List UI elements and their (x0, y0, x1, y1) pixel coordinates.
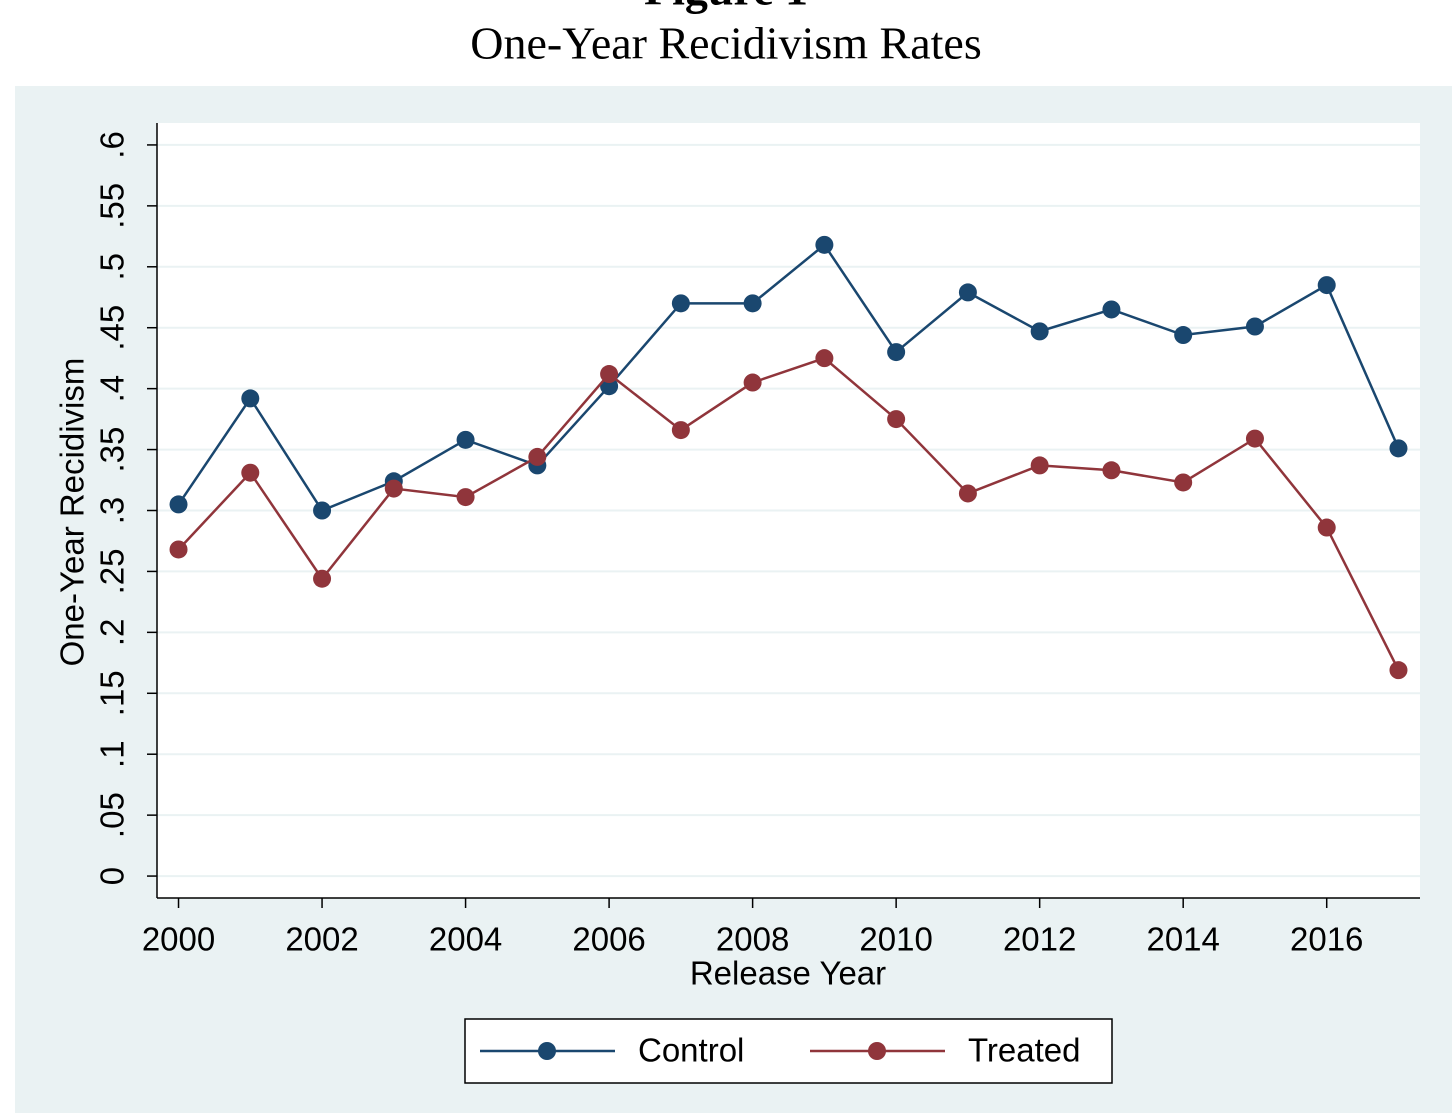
point (313, 501, 332, 520)
x-tick-label: 2008 (716, 921, 789, 958)
point (743, 294, 762, 313)
x-tick-label: 2004 (429, 921, 502, 958)
y-tick-label: 0 (94, 867, 131, 885)
y-tick-label: .1 (94, 740, 131, 768)
y-tick-label: .3 (94, 497, 131, 525)
point (1317, 276, 1336, 295)
point (384, 479, 403, 498)
x-tick-label: 2000 (142, 921, 215, 958)
point (169, 540, 188, 559)
x-tick-label: 2002 (285, 921, 358, 958)
point (1030, 322, 1049, 341)
point (1174, 473, 1193, 492)
point (241, 389, 260, 408)
y-tick-label: .6 (94, 131, 131, 159)
point (887, 343, 906, 362)
point (1389, 439, 1408, 458)
point (1245, 317, 1264, 336)
point (1102, 461, 1121, 480)
x-tick-label: 2006 (572, 921, 645, 958)
point (958, 484, 977, 503)
x-tick-label: 2012 (1003, 921, 1076, 958)
y-tick-label: .2 (94, 619, 131, 647)
point (958, 283, 977, 302)
point (1174, 326, 1193, 345)
point (456, 430, 475, 449)
point (815, 349, 834, 368)
point (169, 495, 188, 514)
legend-label: Treated (968, 1032, 1081, 1069)
y-tick-label: .15 (94, 670, 131, 716)
point (456, 488, 475, 507)
point (743, 373, 762, 392)
legend-marker (538, 1042, 556, 1060)
series-line (177, 243, 1400, 513)
point (1317, 518, 1336, 537)
point (671, 294, 690, 313)
y-tick-label: .4 (94, 375, 131, 403)
series-line (177, 356, 1400, 671)
point (887, 410, 906, 429)
point (528, 447, 547, 466)
y-tick-label: .05 (94, 792, 131, 838)
x-tick-label: 2016 (1290, 921, 1363, 958)
y-tick-label: .25 (94, 548, 131, 594)
chart-title: Figure 1 (644, 0, 808, 15)
y-tick-label: .5 (94, 253, 131, 281)
point (313, 569, 332, 588)
x-tick-label: 2010 (859, 921, 932, 958)
point (1102, 300, 1121, 319)
x-tick-label: 2014 (1146, 921, 1219, 958)
point (671, 421, 690, 440)
point (1030, 456, 1049, 475)
point (600, 365, 619, 384)
x-axis-title: Release Year (690, 955, 886, 992)
point (241, 463, 260, 482)
point (815, 235, 834, 254)
point (1389, 661, 1408, 680)
y-axis-title: One-Year Recidivism (54, 358, 91, 667)
y-tick-label: .55 (94, 183, 131, 229)
legend-marker (868, 1042, 886, 1060)
chart-subtitle: One-Year Recidivism Rates (470, 18, 981, 69)
y-tick-label: .45 (94, 305, 131, 351)
legend-label: Control (638, 1032, 744, 1069)
point (1245, 429, 1264, 448)
y-tick-label: .35 (94, 427, 131, 473)
